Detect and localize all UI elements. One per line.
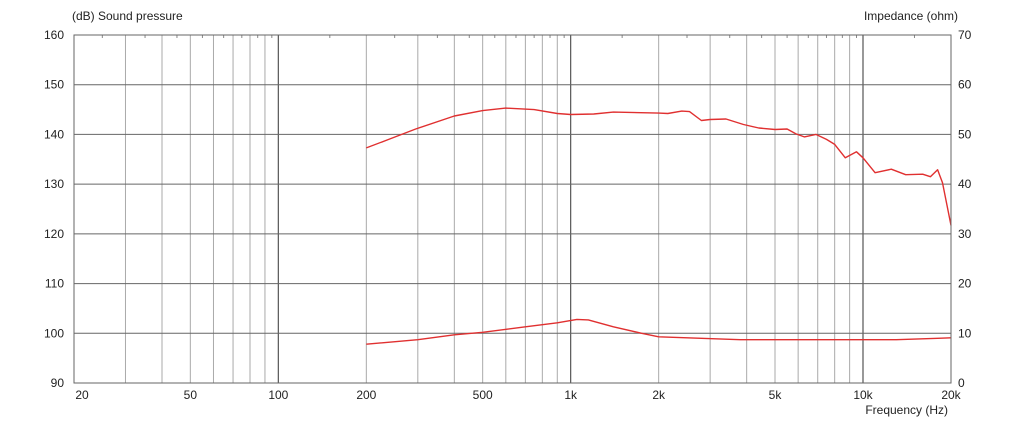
x-axis-title: Frequency (Hz)	[865, 403, 948, 417]
x-tick-label: 1k	[564, 388, 578, 402]
grid	[74, 35, 951, 383]
y-left-tick-label: 120	[44, 227, 64, 241]
x-tick-label: 100	[268, 388, 288, 402]
impedance-curve	[366, 318, 952, 345]
y-left-tick-label: 130	[44, 177, 64, 191]
y-left-tick-label: 110	[45, 277, 64, 291]
y-left-tick-label: 90	[51, 376, 65, 390]
x-tick-label: 200	[356, 388, 376, 402]
curves	[366, 107, 952, 345]
y-right-tick-label: 60	[958, 78, 972, 92]
y-right-tick-label: 20	[958, 277, 972, 291]
right-axis-title: Impedance (ohm)	[864, 9, 958, 23]
sound-pressure-curve	[366, 107, 952, 226]
y-right-tick-label: 0	[958, 376, 965, 390]
x-tick-label: 20k	[941, 388, 961, 402]
tick-labels: 20 50 100 200 500 1k 2k 5k 10k 20k901001101201301…	[44, 28, 972, 402]
y-left-tick-label: 150	[44, 78, 64, 92]
y-right-tick-label: 50	[958, 127, 972, 141]
plot-frame	[73, 34, 952, 384]
left-axis-title: (dB) Sound pressure	[72, 9, 183, 23]
x-tick-label: 10k	[853, 388, 873, 402]
x-tick-label: 50	[184, 388, 198, 402]
x-tick-label: 500	[473, 388, 493, 402]
y-right-tick-label: 40	[958, 177, 972, 191]
y-left-tick-label: 100	[44, 326, 64, 340]
x-tick-label: 20	[75, 388, 89, 402]
x-tick-label: 5k	[769, 388, 783, 402]
x-tick-label: 2k	[652, 388, 666, 402]
y-right-tick-label: 10	[958, 326, 972, 340]
y-right-tick-label: 70	[958, 28, 972, 42]
y-left-tick-label: 160	[44, 28, 64, 42]
y-right-tick-label: 30	[958, 227, 972, 241]
y-left-tick-label: 140	[44, 127, 64, 141]
